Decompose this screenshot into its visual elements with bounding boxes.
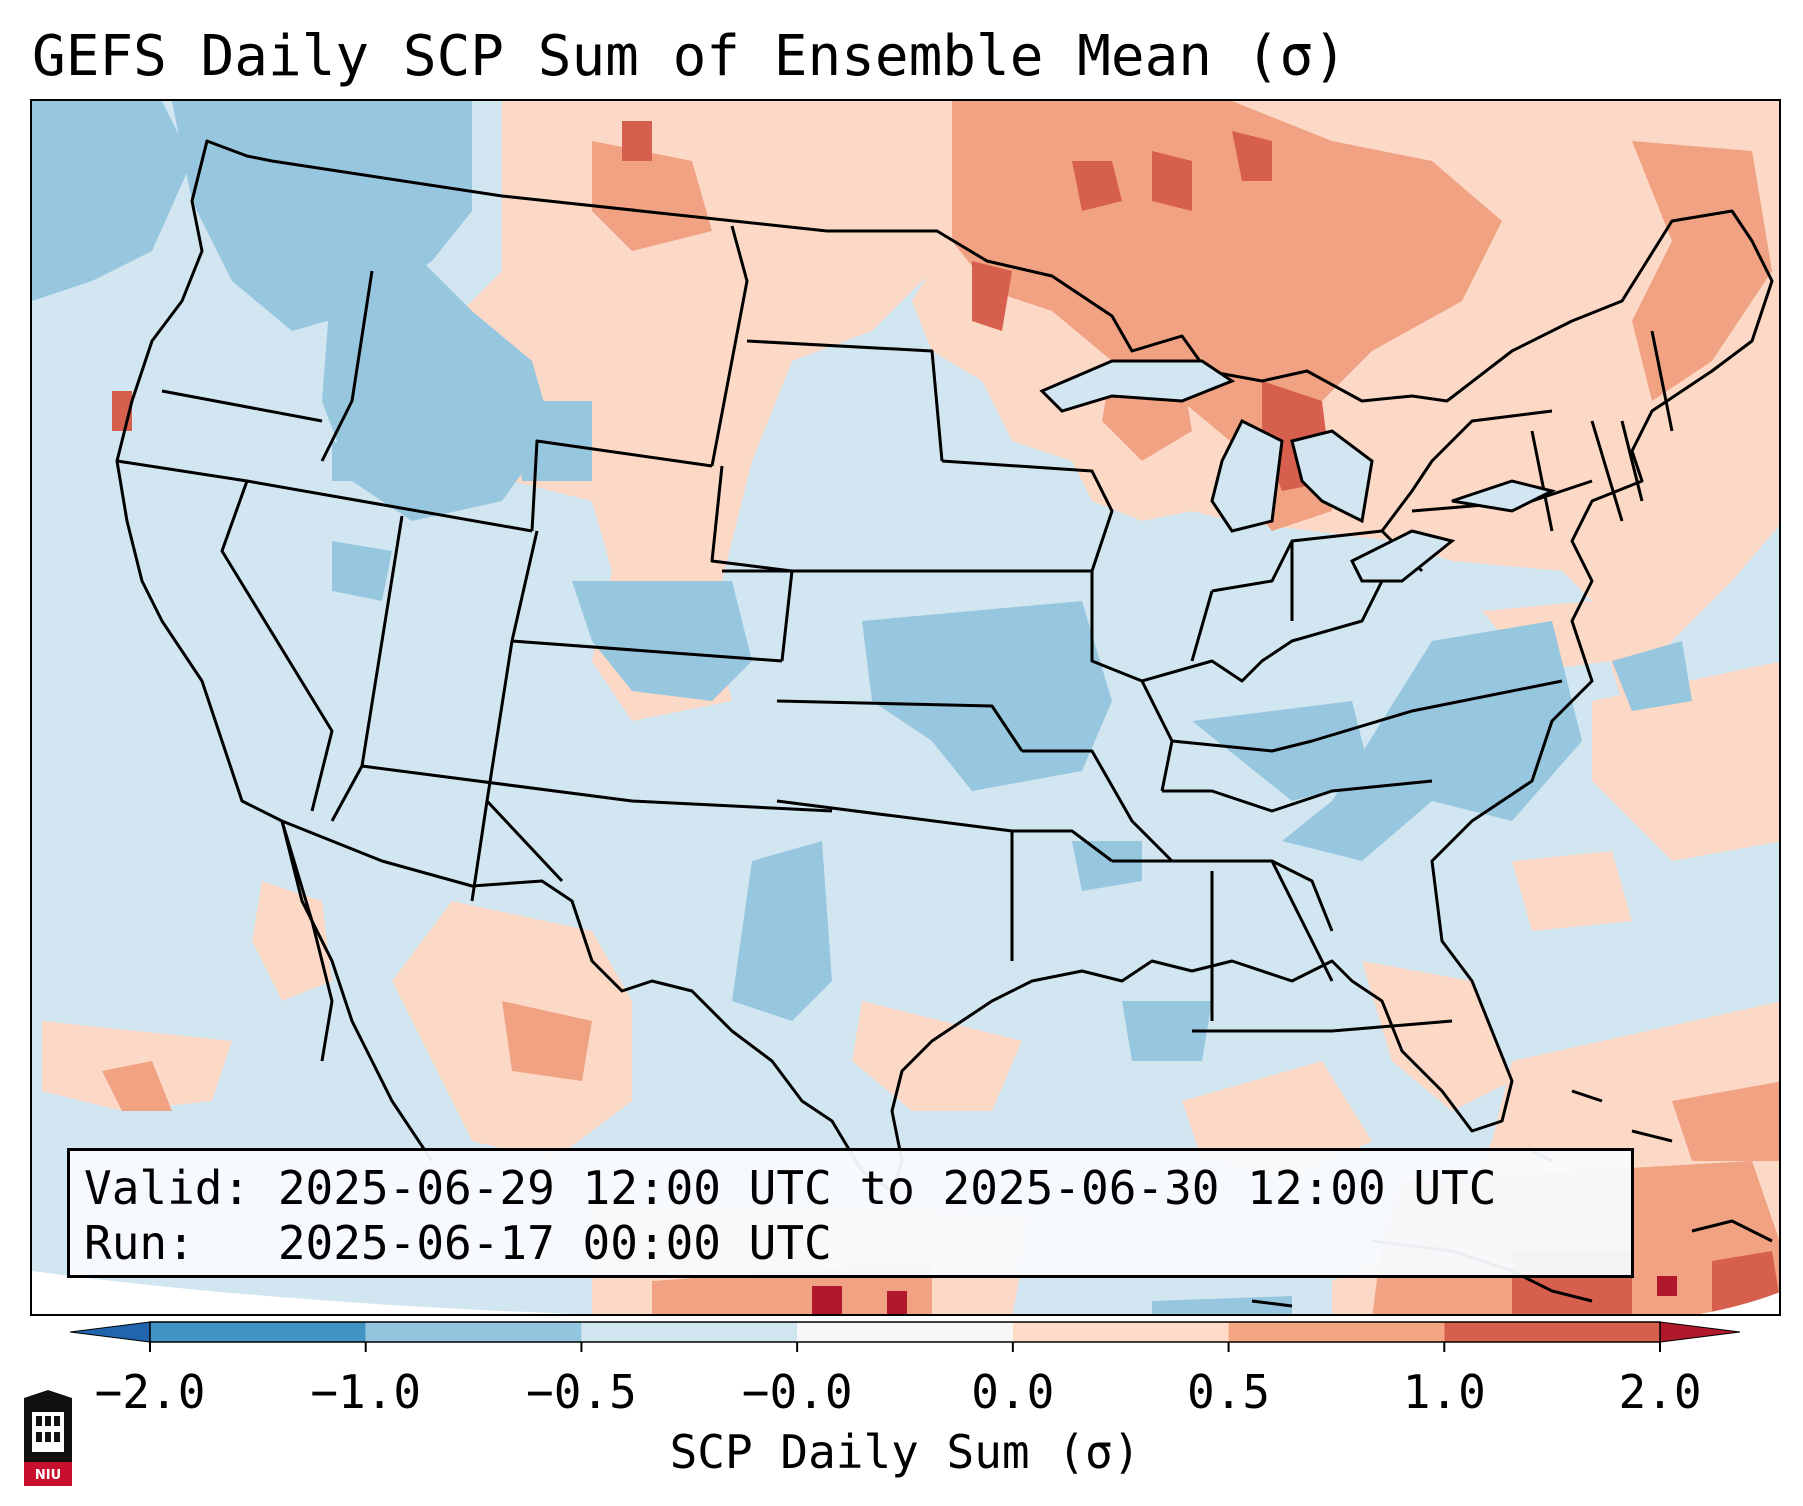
colorbar-tick-label: 2.0: [1618, 1365, 1702, 1419]
colorbar-tick-label: 0.0: [971, 1365, 1055, 1419]
map-panel[interactable]: [30, 99, 1781, 1316]
colorbar-segment: [1444, 1322, 1660, 1342]
colorbar-tick-label: −0.5: [526, 1365, 637, 1419]
great-lakes: [1039, 359, 1557, 583]
colorbar-tick-label: 0.5: [1187, 1365, 1271, 1419]
colorbar-segment: [797, 1322, 1013, 1342]
colorbar-extend-high: [1659, 1321, 1740, 1343]
colorbar-segment: [1228, 1322, 1445, 1342]
colorbar-segment: [150, 1322, 366, 1342]
colorbar-tick-label: −2.0: [94, 1365, 206, 1419]
run-time-text: Run: 2025-06-17 00:00 UTC: [84, 1216, 832, 1270]
extreme-anomaly-field: [812, 1276, 1677, 1314]
us-border: [115, 139, 1774, 1193]
valid-run-info-box: Valid: 2025-06-29 12:00 UTC to 2025-06-3…: [67, 1148, 1634, 1278]
colorbar-segment: [581, 1322, 798, 1342]
projection-boundary-right: [1699, 1292, 1779, 1314]
colorbar-extend-low: [70, 1321, 151, 1343]
colorbar-border: [149, 1321, 1661, 1343]
colorbar: [70, 1321, 1740, 1352]
colorbar-segment: [365, 1322, 582, 1342]
colorbar-tick-label: −1.0: [310, 1365, 422, 1419]
niu-logo: [24, 1390, 72, 1486]
map-canvas: [32, 101, 1779, 1314]
negative-anomaly-field: [32, 101, 1692, 1314]
state-borders: [115, 139, 1774, 1193]
colorbar-tick-label: 1.0: [1402, 1365, 1486, 1419]
map-title: GEFS Daily SCP Sum of Ensemble Mean (σ): [32, 24, 1347, 89]
niu-logo-text: NIU: [34, 1468, 62, 1483]
colorbar-label: SCP Daily Sum (σ): [669, 1425, 1141, 1479]
colorbar-segment: [1012, 1322, 1229, 1342]
colorbar-tick-label: −0.0: [741, 1365, 853, 1419]
projection-boundary: [32, 1271, 580, 1314]
valid-time-text: Valid: 2025-06-29 12:00 UTC to 2025-06-3…: [84, 1161, 1497, 1215]
